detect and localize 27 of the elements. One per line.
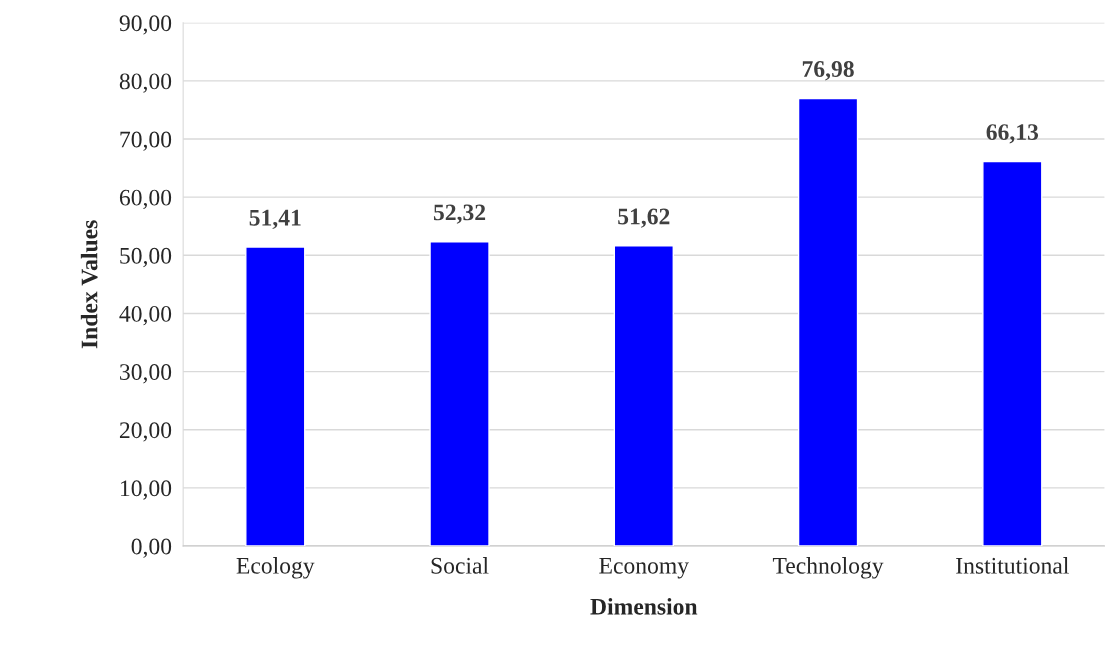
bar <box>982 160 1043 546</box>
data-label: 76,98 <box>802 61 854 81</box>
x-tick-label: Institutional <box>956 557 1069 574</box>
data-label: 51,62 <box>618 208 670 228</box>
x-axis-title: Dimension <box>590 598 698 615</box>
y-tick-label: 30,00 <box>120 364 172 384</box>
x-tick-label: Ecology <box>236 557 315 579</box>
x-tick-label: Technology <box>772 557 884 579</box>
y-tick-label: 20,00 <box>119 422 172 442</box>
bar <box>613 245 674 546</box>
bar <box>245 246 306 546</box>
bar <box>429 241 490 546</box>
data-label: 66,13 <box>986 124 1039 144</box>
x-tick-label: Economy <box>599 557 689 579</box>
bar <box>797 97 859 546</box>
y-tick-label: 50,00 <box>120 247 172 268</box>
y-tick-label: 80,00 <box>119 73 172 93</box>
x-tick-label: Social <box>431 557 489 574</box>
y-tick-label: 40,00 <box>119 305 172 326</box>
y-tick-label: 90,00 <box>119 15 172 35</box>
y-tick-label: 10,00 <box>120 480 172 500</box>
y-axis-title: Index Values <box>80 220 98 349</box>
data-label: 51,41 <box>249 209 301 230</box>
data-label: 52,32 <box>433 204 486 224</box>
y-tick-label: 70,00 <box>120 131 172 151</box>
y-tick-label: 60,00 <box>119 189 172 209</box>
y-tick-label: 0,00 <box>131 538 172 558</box>
